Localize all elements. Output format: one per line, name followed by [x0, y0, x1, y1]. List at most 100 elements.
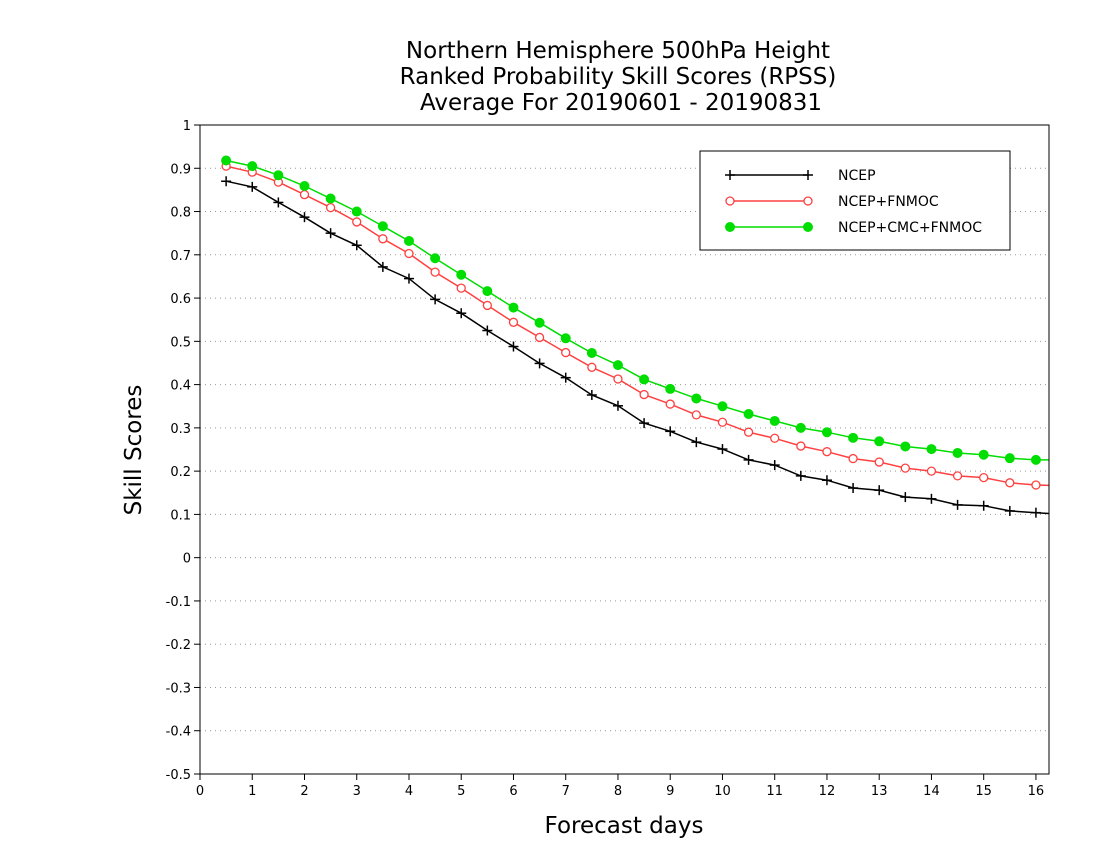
data-point — [351, 240, 362, 251]
x-tick-label: 11 — [766, 784, 783, 799]
x-axis-title: Forecast days — [545, 813, 704, 839]
grid-lines — [200, 167, 1049, 732]
data-point — [743, 427, 754, 437]
data-point — [612, 400, 623, 411]
y-tick-label: 0.3 — [170, 422, 191, 437]
y-tick-label: -0.4 — [166, 725, 191, 740]
data-point — [900, 492, 911, 503]
legend-label: NCEP+FNMOC — [838, 194, 939, 210]
x-tick-label: 3 — [353, 784, 361, 799]
data-point — [377, 261, 388, 272]
y-tick-label: 0.6 — [170, 292, 191, 307]
x-tick-label: 14 — [923, 784, 940, 799]
data-point — [691, 437, 702, 448]
y-tick-label: -0.3 — [166, 681, 191, 696]
y-tick-label: 0 — [183, 552, 191, 567]
data-point — [822, 447, 832, 457]
data-point — [430, 253, 441, 264]
data-point — [952, 447, 963, 458]
data-point — [803, 170, 813, 180]
data-point — [404, 248, 414, 259]
data-point — [561, 347, 571, 358]
data-point — [299, 190, 310, 200]
data-point — [403, 235, 414, 246]
data-point — [691, 410, 701, 420]
data-point — [247, 181, 258, 192]
x-tick-label: 12 — [819, 784, 836, 799]
x-tick-label: 5 — [457, 784, 465, 799]
data-point — [456, 283, 466, 293]
x-tick-label: 2 — [300, 784, 308, 799]
x-axis: 0 1 2 3 4 5 6 7 8 9 10 11 12 13 14 15 16 — [196, 774, 1044, 799]
legend-label: NCEP — [838, 168, 876, 184]
data-point — [874, 485, 885, 496]
data-point — [691, 393, 702, 404]
data-point — [743, 409, 754, 420]
data-point — [795, 470, 806, 481]
data-point — [1004, 505, 1015, 516]
data-point — [848, 432, 859, 443]
data-point — [247, 161, 258, 172]
data-point — [803, 222, 813, 232]
x-tick-label: 13 — [871, 784, 888, 799]
x-tick-label: 8 — [614, 784, 622, 799]
data-point — [221, 176, 232, 187]
data-point — [430, 267, 440, 277]
y-tick-label: 1 — [183, 119, 191, 134]
data-point — [952, 499, 963, 510]
data-point — [482, 286, 493, 297]
y-tick-label: 0.1 — [170, 508, 191, 523]
data-point — [482, 325, 493, 336]
data-point — [952, 471, 963, 481]
legend-label: NCEP+CMC+FNMOC — [838, 220, 982, 236]
data-point — [586, 348, 597, 359]
data-point — [978, 449, 989, 460]
data-point — [586, 389, 597, 400]
data-point — [926, 444, 937, 455]
legend: NCEP NCEP+FNMOC NCEP+CMC+FNMOC — [699, 150, 1011, 251]
data-point — [665, 426, 676, 437]
legend-item-2: NCEP+FNMOC — [725, 194, 939, 210]
x-tick-label: 15 — [975, 784, 992, 799]
chart-title-line-2: Ranked Probability Skill Scores (RPSS) — [400, 64, 837, 90]
chart-title: Northern Hemisphere 500hPa Height Ranked… — [400, 38, 837, 116]
data-point — [900, 441, 911, 452]
series-1 — [221, 176, 1050, 518]
x-tick-label: 10 — [714, 784, 731, 799]
data-point — [325, 228, 336, 239]
data-point — [534, 317, 545, 328]
data-point — [821, 475, 832, 486]
y-tick-label: 0.5 — [170, 335, 191, 350]
data-point — [639, 418, 650, 429]
data-point — [299, 212, 310, 223]
data-point — [743, 454, 754, 465]
data-point — [1030, 507, 1041, 518]
data-point — [796, 441, 806, 451]
data-point — [1005, 478, 1015, 488]
legend-item-3: NCEP+CMC+FNMOC — [725, 220, 982, 236]
data-point — [534, 332, 545, 343]
data-point — [803, 196, 813, 206]
data-point — [378, 234, 388, 244]
x-tick-label: 1 — [248, 784, 256, 799]
data-point — [560, 372, 571, 383]
y-tick-label: -0.2 — [166, 638, 191, 653]
data-point — [900, 463, 910, 473]
y-tick-label: 0.9 — [170, 162, 191, 177]
plot-series — [221, 155, 1050, 518]
data-point — [848, 453, 858, 464]
data-point — [508, 302, 519, 313]
data-point — [725, 222, 735, 232]
data-point — [403, 273, 414, 284]
data-point — [770, 433, 780, 443]
data-point — [273, 170, 284, 181]
data-point — [221, 155, 232, 166]
y-tick-label: 0.4 — [170, 379, 191, 394]
y-tick-label: -0.1 — [166, 595, 191, 610]
data-point — [482, 300, 493, 311]
plot-frame — [199, 124, 1050, 775]
y-tick-label: 0.2 — [170, 465, 191, 480]
data-point — [351, 206, 362, 217]
data-point — [717, 444, 728, 455]
data-point — [299, 181, 310, 192]
